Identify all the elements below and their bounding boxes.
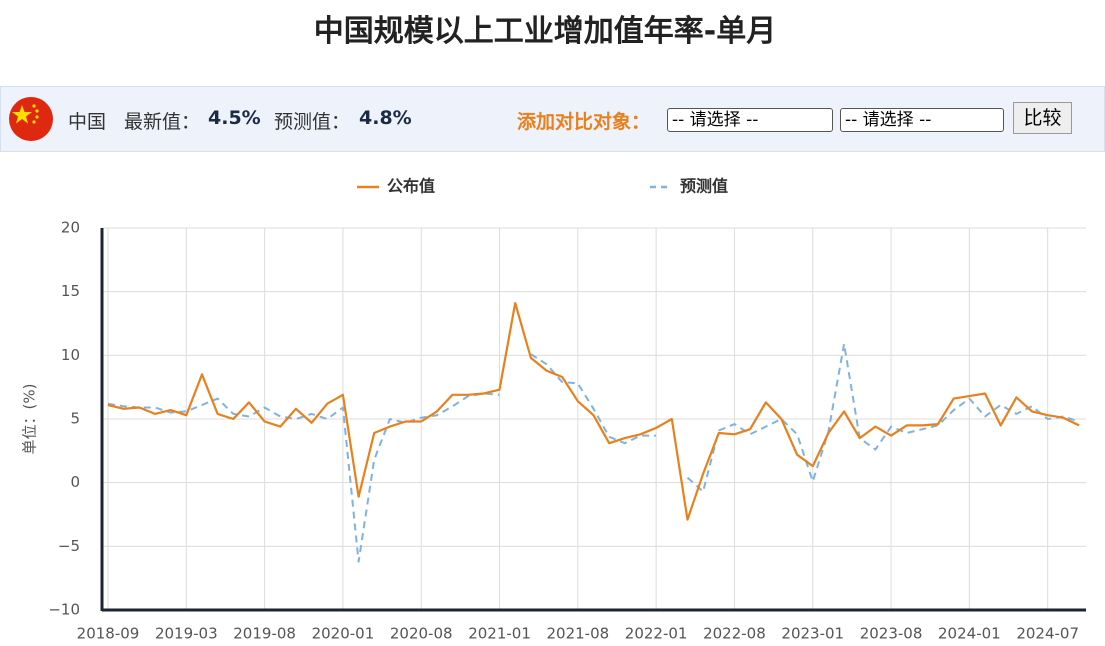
series-line bbox=[107, 392, 500, 563]
latest-label: 最新值： bbox=[124, 111, 201, 133]
x-tick-label: 2023-01 bbox=[781, 625, 844, 643]
x-tick-label: 2020-08 bbox=[390, 625, 453, 643]
flag bbox=[9, 97, 53, 141]
y-tick-label: −5 bbox=[58, 537, 80, 555]
country: 中国 bbox=[68, 111, 107, 133]
x-tick-label: 2020-01 bbox=[312, 625, 375, 643]
y-tick-label: 0 bbox=[70, 473, 80, 491]
compare-label: 添加对比对象： bbox=[517, 111, 651, 133]
y-axis-label: 单位：(%) bbox=[21, 384, 39, 455]
page-title: 中国规模以上工业增加值年率-单月 bbox=[313, 14, 777, 49]
series-line bbox=[530, 353, 657, 445]
x-tick-label: 2019-03 bbox=[155, 625, 218, 643]
select-2[interactable]: -- 请选择 -- bbox=[840, 108, 1004, 132]
x-tick-label: 2021-01 bbox=[468, 625, 531, 643]
legend-label: 预测值 bbox=[680, 177, 728, 196]
x-tick-label: 2024-07 bbox=[1016, 625, 1079, 643]
y-tick-label: 15 bbox=[61, 282, 80, 300]
compare-button[interactable]: 比较 bbox=[1013, 102, 1072, 134]
x-tick-label: 2024-01 bbox=[938, 625, 1001, 643]
series-line bbox=[107, 302, 1080, 521]
select-1[interactable]: -- 请选择 -- bbox=[667, 108, 833, 132]
y-tick-label: −10 bbox=[48, 601, 80, 619]
x-tick-label: 2018-09 bbox=[77, 625, 140, 643]
y-tick-label: 10 bbox=[61, 346, 80, 364]
header-bar: 中国 最新值： 4.5% 预测值： 4.8% 添加对比对象： -- 请选择 --… bbox=[0, 86, 1105, 152]
legend-label: 公布值 bbox=[387, 177, 435, 196]
x-tick-label: 2022-08 bbox=[703, 625, 766, 643]
series-line bbox=[686, 342, 1080, 493]
x-tick-label: 2023-08 bbox=[860, 625, 923, 643]
x-tick-label: 2022-01 bbox=[625, 625, 688, 643]
forecast-label: 预测值： bbox=[274, 111, 351, 133]
x-tick-label: 2019-08 bbox=[233, 625, 296, 643]
x-tick-label: 2021-08 bbox=[546, 625, 609, 643]
latest-value: 4.5% bbox=[208, 107, 261, 129]
y-tick-label: 20 bbox=[61, 219, 80, 237]
y-tick-label: 5 bbox=[70, 410, 80, 428]
forecast-value: 4.8% bbox=[359, 107, 412, 129]
